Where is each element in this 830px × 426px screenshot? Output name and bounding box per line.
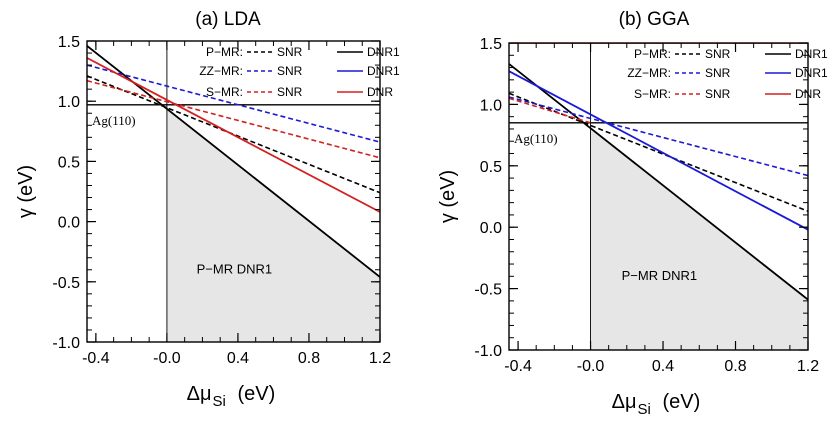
y-tick-label: 0.0 (480, 220, 502, 237)
series-line-4 (87, 79, 380, 159)
series-line-3 (509, 70, 808, 231)
legend-row-label: S−MR: (634, 87, 671, 101)
plot-frame (86, 40, 381, 343)
series-line-0 (87, 75, 380, 194)
y-tick-label: 1.5 (480, 36, 502, 53)
series-line-0 (509, 92, 808, 212)
series-line-1 (509, 63, 808, 301)
y-tick-label: 0.5 (58, 154, 80, 171)
plot-area (87, 41, 380, 342)
series-line-2 (509, 96, 808, 177)
plot-area (509, 43, 808, 350)
legend-entry-label: DNR1 (367, 64, 400, 78)
legend-row-label: S−MR: (206, 85, 243, 99)
x-tick-label: 0.8 (298, 350, 320, 367)
y-tick-label: -0.5 (474, 282, 502, 299)
x-tick-label: -0.0 (153, 350, 181, 367)
x-tick-label: 1.2 (797, 358, 819, 375)
panel-title: (a) LDA (195, 9, 261, 30)
shaded-region-label: P−MR DNR1 (622, 268, 698, 283)
panel-lda: -0.4 -0.0 0.4 0.8 1.2 1.5 1.0 0.5 0.0 -0.5 -1.0 (a)… (15, 9, 400, 410)
y-tick-label: 0.5 (480, 159, 502, 176)
legend-entry-label: DNR1 (795, 47, 828, 61)
x-tick-label: -0.4 (504, 358, 532, 375)
panel-gga: -0.4 -0.0 0.4 0.8 1.2 1.5 1.0 0.5 0.0 -0.5 -1.0 (b)… (437, 9, 828, 418)
y-axis-label: γ (eV) (437, 170, 459, 223)
y-tick-label: 1.0 (480, 97, 502, 114)
x-tick-label: 0.8 (724, 358, 746, 375)
x-tick-label: -0.4 (82, 350, 110, 367)
plot-frame (508, 42, 809, 351)
x-axis-label-unit: (eV) (663, 391, 701, 413)
y-tick-label: 1.0 (58, 94, 80, 111)
shaded-region (166, 108, 380, 342)
legend-entry-label: DNR1 (367, 45, 400, 59)
shaded-region-label: P−MR DNR1 (197, 261, 273, 276)
ag110-label: Ag(110) (92, 113, 136, 128)
legend-entry-label: SNR (277, 64, 303, 78)
y-tick-label: 0.0 (58, 215, 80, 232)
legend-entry-label: SNR (705, 66, 731, 80)
x-tick-label: 0.4 (227, 350, 249, 367)
ag110-label: Ag(110) (514, 131, 558, 146)
legend-entry-label: SNR (705, 87, 731, 101)
legend-entry-label: SNR (277, 45, 303, 59)
legend-row-label: P−MR: (634, 47, 671, 61)
series-line-5 (87, 57, 380, 213)
legend-row-label: P−MR: (206, 45, 243, 59)
x-tick-label: 0.4 (652, 358, 674, 375)
y-axis-label: γ (eV) (15, 165, 37, 218)
legend: P−MR: SNR DNR1 ZZ−MR: SNR DNR1 S−MR: SNR DNR (199, 45, 400, 99)
legend-row-label: ZZ−MR: (199, 64, 243, 78)
panel-title: (b) GGA (619, 9, 690, 30)
legend-entry-label: DNR1 (795, 66, 828, 80)
legend-row-label: ZZ−MR: (627, 66, 671, 80)
x-axis-label: Δμ (612, 391, 637, 413)
x-axis-label: Δμ (187, 383, 212, 405)
series-line-2 (87, 64, 380, 143)
legend-entry-label: SNR (277, 85, 303, 99)
y-tick-label: -0.5 (52, 275, 80, 292)
legend-entry-label: DNR (795, 87, 821, 101)
y-tick-label: 1.5 (58, 34, 80, 51)
y-tick-label: -1.0 (52, 335, 80, 352)
legend: P−MR: SNR DNR1 ZZ−MR: SNR DNR1 S−MR: SNR DNR (627, 47, 828, 101)
series-line-4 (509, 97, 591, 124)
x-tick-label: -0.0 (577, 358, 605, 375)
legend-entry-label: SNR (705, 47, 731, 61)
x-axis-label-unit: (eV) (238, 383, 276, 405)
shaded-region (590, 128, 808, 350)
y-tick-label: -1.0 (474, 343, 502, 360)
x-tick-label: 1.2 (369, 350, 391, 367)
legend-entry-label: DNR (367, 85, 393, 99)
x-axis-label-sub: Si (213, 393, 226, 410)
x-axis-label-sub: Si (638, 401, 651, 418)
